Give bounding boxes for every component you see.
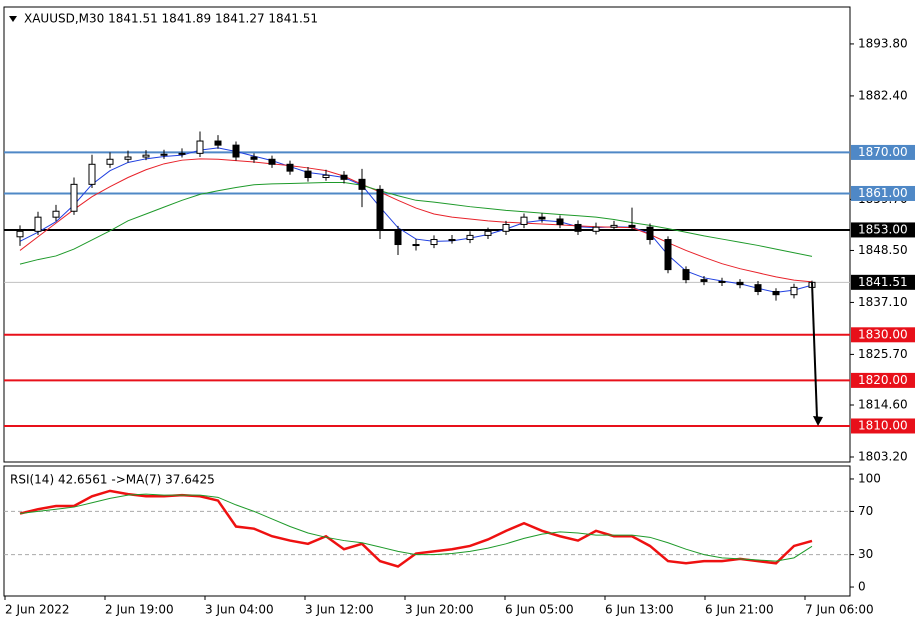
level-label: 1810.00 xyxy=(858,418,908,432)
rsi-title: RSI(14) 42.6561 ->MA(7) 37.6425 xyxy=(10,473,215,487)
candle-body xyxy=(736,281,744,286)
candle-body xyxy=(700,279,708,282)
candle-body xyxy=(772,290,780,296)
level-label: 1820.00 xyxy=(858,373,908,387)
target-arrow xyxy=(811,282,818,419)
candle-body xyxy=(574,223,582,232)
candle-body xyxy=(394,228,402,246)
y-tick-label: 1825.70 xyxy=(858,347,908,361)
level-label: 1870.00 xyxy=(858,145,908,159)
candle-body xyxy=(88,163,96,185)
y-tick-label: 70 xyxy=(858,504,873,518)
candle-body xyxy=(34,216,42,232)
ma-line xyxy=(19,493,813,562)
y-tick-label: 1803.20 xyxy=(858,449,908,463)
candle-body xyxy=(556,218,564,225)
candle-body xyxy=(106,158,114,165)
candle-body xyxy=(304,170,312,179)
x-tick-label: 6 Jun 21:00 xyxy=(705,603,774,617)
candle-body xyxy=(124,156,132,160)
ma-line xyxy=(19,182,813,265)
x-tick-label: 6 Jun 13:00 xyxy=(605,603,674,617)
candle-body xyxy=(16,230,24,238)
x-tick-label: 3 Jun 20:00 xyxy=(405,603,474,617)
chart-title: XAUUSD,M30 1841.51 1841.89 1841.27 1841.… xyxy=(24,12,318,26)
y-tick-label: 1814.60 xyxy=(858,398,908,412)
y-tick-label: 30 xyxy=(858,547,873,561)
x-tick-label: 6 Jun 05:00 xyxy=(505,603,574,617)
candle-body xyxy=(646,226,654,241)
ma-line xyxy=(19,489,813,568)
candle-body xyxy=(160,153,168,156)
y-tick-label: 1848.50 xyxy=(858,243,908,257)
y-tick-label: 1882.40 xyxy=(858,88,908,102)
candle-body xyxy=(358,178,366,190)
level-label-bg xyxy=(851,418,915,434)
candle-body xyxy=(538,216,546,220)
level-label: 1853.00 xyxy=(858,222,908,236)
y-tick-label: 100 xyxy=(858,471,881,485)
x-tick-label: 2 Jun 2022 xyxy=(5,603,70,617)
candle-body xyxy=(322,174,330,179)
level-label: 1861.00 xyxy=(858,186,908,200)
rsi-panel xyxy=(3,465,851,597)
price-panel xyxy=(3,6,851,463)
candle-body xyxy=(790,286,798,296)
level-label-bg xyxy=(851,185,915,201)
last-price-label: 1841.51 xyxy=(858,275,908,289)
candle-body xyxy=(502,223,510,232)
last-price-bg xyxy=(851,274,915,290)
level-label-bg xyxy=(851,372,915,388)
candle-body xyxy=(232,144,240,158)
candle-body xyxy=(430,239,438,246)
menu-triangle xyxy=(9,16,17,22)
candle-body xyxy=(250,156,258,160)
candle-body xyxy=(52,210,60,218)
x-tick-label: 7 Jun 06:00 xyxy=(805,603,874,617)
ma-line xyxy=(19,158,813,283)
candle-body xyxy=(70,183,78,212)
ma-line xyxy=(19,147,813,293)
level-label-bg xyxy=(851,144,915,160)
candle-body xyxy=(376,188,384,230)
level-label-bg xyxy=(851,222,915,238)
candle-body xyxy=(754,284,762,292)
candle-body xyxy=(520,216,528,225)
candle-body xyxy=(466,234,474,241)
candle-body xyxy=(214,140,222,146)
arrow-head xyxy=(813,415,823,426)
candle-body xyxy=(628,224,636,228)
level-label-bg xyxy=(851,327,915,343)
y-tick-label: 1893.80 xyxy=(858,36,908,50)
y-tick-label: 1837.10 xyxy=(858,295,908,309)
x-tick-label: 2 Jun 19:00 xyxy=(105,603,174,617)
candle-body xyxy=(682,269,690,281)
candle-body xyxy=(718,280,726,283)
candle-body xyxy=(484,230,492,236)
candle-body xyxy=(448,239,456,242)
candle-body xyxy=(610,224,618,228)
candle-body xyxy=(286,163,294,172)
candle-body xyxy=(178,152,186,155)
candle-body xyxy=(412,244,420,247)
candle-body xyxy=(196,140,204,154)
candle-body xyxy=(340,174,348,180)
candle-body xyxy=(142,154,150,158)
level-label: 1830.00 xyxy=(858,327,908,341)
x-tick-label: 3 Jun 04:00 xyxy=(205,603,274,617)
candle-body xyxy=(664,239,672,271)
candle-body xyxy=(268,158,276,165)
candle-body xyxy=(592,226,600,232)
x-tick-label: 3 Jun 12:00 xyxy=(305,603,374,617)
y-tick-label: 0 xyxy=(858,580,866,594)
